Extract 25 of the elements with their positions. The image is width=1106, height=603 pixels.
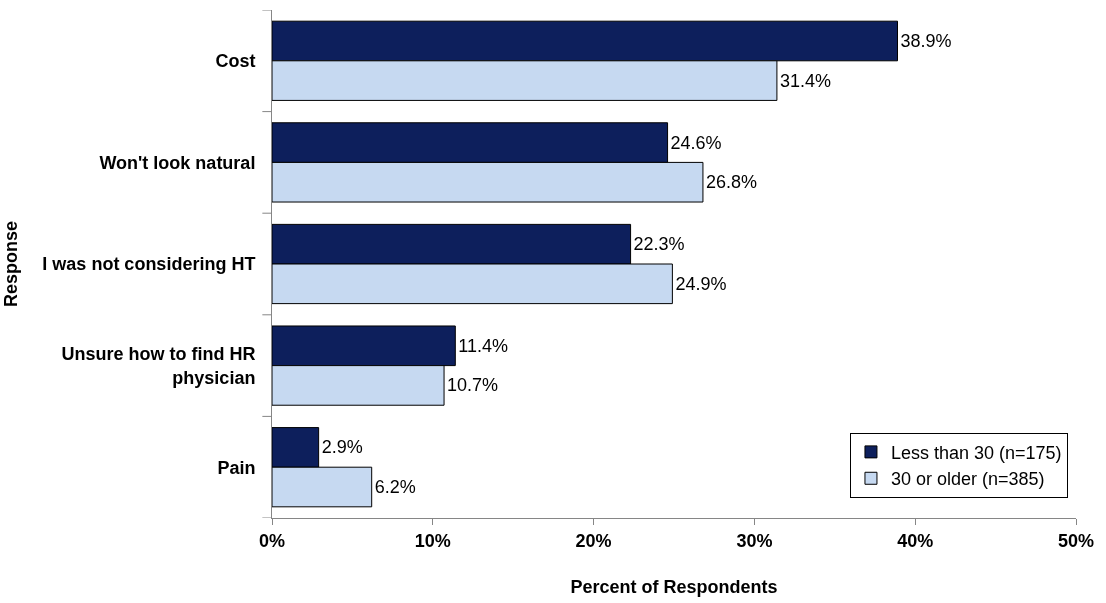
data-label: 38.9%	[900, 30, 952, 51]
data-label: 10.7%	[447, 375, 499, 396]
data-label: 26.8%	[705, 172, 757, 193]
data-label: 2.9%	[321, 437, 363, 458]
y-tick-label: Won't look natural	[99, 152, 256, 173]
data-label: 22.3%	[633, 234, 685, 255]
x-axis-title: Percent of Respondents	[570, 576, 778, 597]
data-label: 24.9%	[675, 273, 727, 294]
data-label: 24.6%	[670, 132, 722, 153]
y-tick-label: Pain	[217, 457, 256, 478]
data-label: 31.4%	[779, 70, 831, 91]
x-tick-label: 20%	[575, 530, 612, 551]
x-tick-label: 40%	[897, 530, 934, 551]
x-tick-label: 50%	[1057, 530, 1095, 551]
y-tick-label: Unsure how to find HR physician	[61, 344, 256, 388]
data-label: 6.2%	[374, 477, 416, 498]
y-tick-label: Cost	[215, 51, 256, 72]
y-axis-title: Response	[0, 220, 21, 308]
legend-label: 30 or older (n=385)	[890, 469, 1045, 490]
data-label: 11.4%	[458, 335, 509, 356]
y-tick-label: I was not considering HT	[42, 254, 256, 275]
x-tick-label: 0%	[258, 530, 286, 551]
legend-label: Less than 30 (n=175)	[890, 442, 1062, 463]
x-tick-label: 30%	[736, 530, 773, 551]
x-tick-label: 10%	[414, 530, 451, 551]
